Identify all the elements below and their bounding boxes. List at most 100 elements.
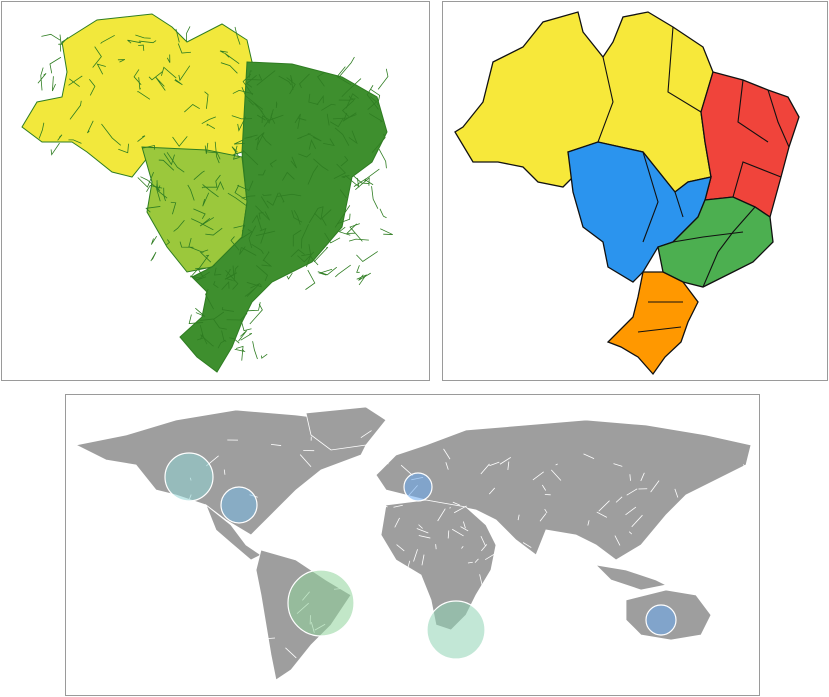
municipality-border: [202, 192, 210, 207]
country-border: [686, 535, 690, 540]
municipality-border: [137, 91, 151, 100]
bubble-usa-east: [220, 486, 258, 524]
municipality-border: [301, 253, 312, 268]
municipality-border: [138, 40, 157, 44]
municipality-border: [96, 63, 106, 75]
country-border: [413, 549, 418, 562]
municipality-border: [150, 235, 158, 245]
municipality-border: [69, 78, 80, 87]
municipality-border: [323, 138, 335, 147]
municipality-border: [326, 113, 330, 126]
municipality-border: [191, 218, 214, 231]
municipality-border: [260, 109, 273, 124]
municipality-border: [117, 59, 126, 63]
brazil-municipality-map: [21, 13, 393, 373]
country-border: [313, 559, 317, 570]
municipality-border: [145, 206, 161, 213]
municipality-border: [308, 139, 317, 150]
municipality-border: [200, 333, 208, 345]
country-border: [405, 560, 411, 574]
municipality-border: [101, 123, 122, 146]
municipality-border: [233, 139, 245, 145]
municipality-border: [235, 345, 244, 361]
municipality-border: [221, 330, 227, 342]
municipality-border: [232, 89, 254, 95]
country-border: [376, 456, 389, 465]
municipality-border: [193, 170, 205, 180]
municipality-border: [156, 183, 161, 202]
country-border: [480, 463, 490, 475]
country-border: [360, 430, 372, 438]
municipality-border: [178, 65, 191, 82]
country-border: [146, 528, 151, 533]
country-border: [141, 495, 151, 505]
country-border: [596, 511, 608, 518]
municipality-border: [225, 269, 232, 277]
municipality-border: [173, 219, 185, 232]
municipality-border: [59, 34, 69, 46]
municipality-border: [92, 46, 102, 68]
municipality-border: [199, 249, 212, 263]
municipality-border: [226, 313, 248, 321]
municipality-border: [69, 100, 82, 120]
municipality-border: [247, 302, 261, 312]
country-border: [115, 491, 124, 494]
municipality-border: [246, 283, 261, 297]
municipality-border: [50, 142, 60, 156]
country-border: [285, 647, 297, 659]
country-border: [393, 504, 403, 508]
country-border: [709, 488, 714, 494]
municipality-border: [51, 76, 56, 92]
municipality-border: [377, 68, 389, 90]
municipality-border: [201, 116, 216, 125]
north-america-shape: [74, 409, 377, 536]
municipality-border: [166, 239, 171, 246]
municipality-border: [340, 156, 349, 167]
municipality-border: [255, 205, 271, 221]
country-border: [550, 545, 555, 549]
municipality-border: [308, 93, 319, 105]
municipality-border: [308, 206, 324, 224]
municipality-border: [241, 86, 258, 106]
country-border: [628, 531, 633, 535]
municipality-border: [195, 264, 216, 269]
municipality-border: [321, 103, 336, 111]
country-border: [541, 484, 547, 491]
country-border: [649, 545, 653, 552]
municipality-border: [257, 114, 266, 121]
bubble-brazil: [287, 569, 355, 637]
municipality-border: [337, 213, 351, 225]
municipality-border: [196, 271, 210, 281]
municipality-border: [200, 311, 225, 321]
municipality-border: [258, 169, 266, 176]
municipality-border: [89, 78, 96, 96]
municipality-border: [269, 159, 277, 168]
municipality-border: [224, 265, 235, 280]
municipality-border: [231, 115, 252, 120]
country-border: [666, 515, 677, 520]
country-border: [555, 463, 558, 466]
country-border: [517, 514, 520, 521]
municipality-border: [297, 133, 311, 140]
municipality-border: [239, 246, 246, 255]
municipality-border: [174, 78, 183, 86]
municipality-border: [339, 56, 355, 77]
municipality-border: [177, 43, 191, 54]
municipality-border: [248, 225, 257, 249]
municipality-border: [163, 187, 166, 202]
municipality-border: [261, 115, 271, 124]
south-region: [606, 271, 699, 376]
municipality-border: [206, 123, 216, 129]
municipality-border: [213, 280, 219, 288]
municipality-border: [256, 70, 276, 86]
municipality-border: [379, 208, 387, 219]
bubble-australia: [645, 604, 677, 636]
municipality-border: [140, 176, 161, 192]
state-border: [667, 26, 702, 113]
municipality-border: [335, 264, 351, 278]
municipality-border: [204, 142, 209, 154]
country-border: [631, 514, 643, 528]
country-border: [566, 535, 570, 544]
municipality-border: [205, 288, 214, 310]
municipality-border: [201, 186, 218, 189]
